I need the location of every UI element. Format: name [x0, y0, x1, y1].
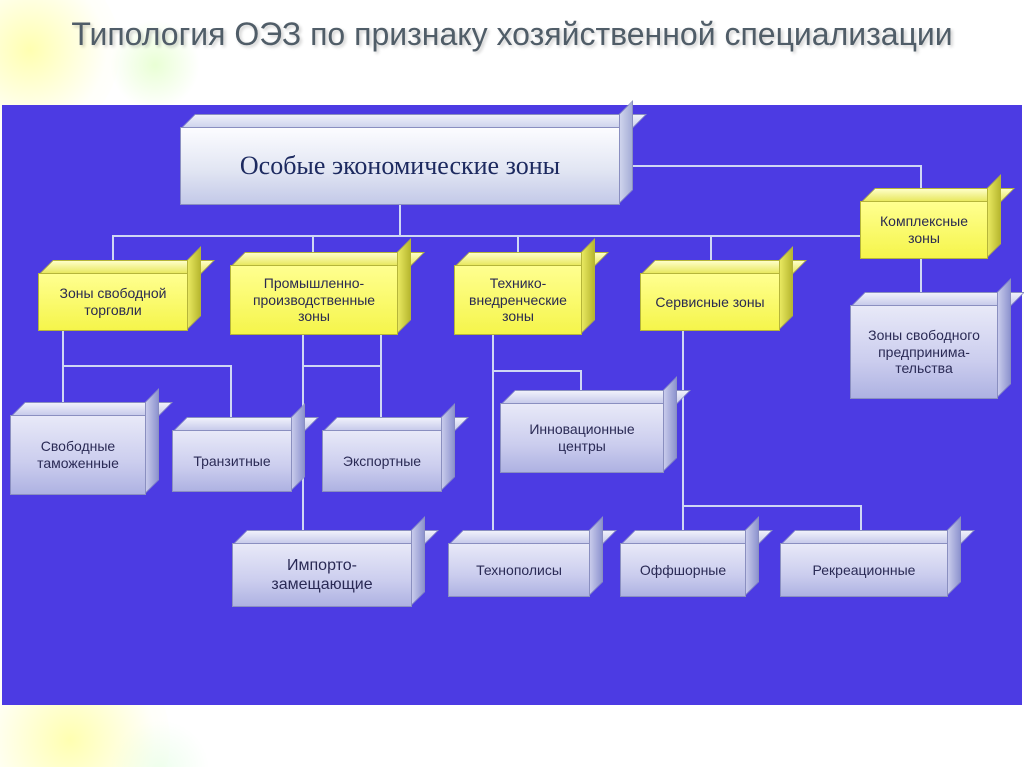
node-label: Зоны свободного предпринима-тельства — [857, 327, 991, 377]
diagram-canvas: Особые экономические зоны Зоны свободной… — [2, 105, 1022, 705]
node-label: Сервисные зоны — [647, 294, 773, 311]
node-technopolis: Технополисы — [448, 543, 590, 597]
node-label: Свободные таможенные — [17, 438, 139, 472]
node-label: Технополисы — [455, 562, 583, 579]
node-label: Экспортные — [329, 453, 435, 470]
node-label: Импорто-замещающие — [239, 556, 405, 594]
node-complex: Комплексные зоны — [860, 201, 988, 259]
node-trade: Зоны свободной торговли — [38, 273, 188, 331]
connector — [682, 505, 862, 507]
page-title: Типология ОЭЗ по признаку хозяйственной … — [0, 16, 1024, 53]
node-enterprise: Зоны свободного предпринима-тельства — [850, 305, 998, 399]
node-industrial: Промышленно-производственные зоны — [230, 265, 398, 335]
node-recreation: Рекреационные — [780, 543, 948, 597]
node-customs: Свободные таможенные — [10, 415, 146, 495]
node-label: Технико-внедренческие зоны — [461, 275, 575, 325]
node-label: Транзитные — [179, 453, 285, 470]
node-offshore: Оффшорные — [620, 543, 746, 597]
connector — [682, 331, 684, 543]
node-service: Сервисные зоны — [640, 273, 780, 331]
connector — [492, 335, 494, 543]
node-transit: Транзитные — [172, 430, 292, 492]
connector — [399, 205, 401, 235]
node-label: Инновационные центры — [507, 421, 657, 455]
node-label: Комплексные зоны — [867, 213, 981, 247]
connector — [620, 165, 922, 167]
node-label: Рекреационные — [787, 562, 941, 579]
node-label: Зоны свободной торговли — [45, 285, 181, 319]
connector — [492, 370, 582, 372]
node-label: Промышленно-производственные зоны — [237, 275, 391, 325]
node-tech: Технико-внедренческие зоны — [454, 265, 582, 335]
node-root: Особые экономические зоны — [180, 127, 620, 205]
connector — [380, 335, 382, 430]
connector — [302, 365, 382, 367]
node-label: Особые экономические зоны — [187, 150, 613, 181]
node-label: Оффшорные — [627, 562, 739, 579]
connector — [62, 365, 232, 367]
node-innovation: Инновационные центры — [500, 403, 664, 473]
node-import: Импорто-замещающие — [232, 543, 412, 607]
node-export: Экспортные — [322, 430, 442, 492]
